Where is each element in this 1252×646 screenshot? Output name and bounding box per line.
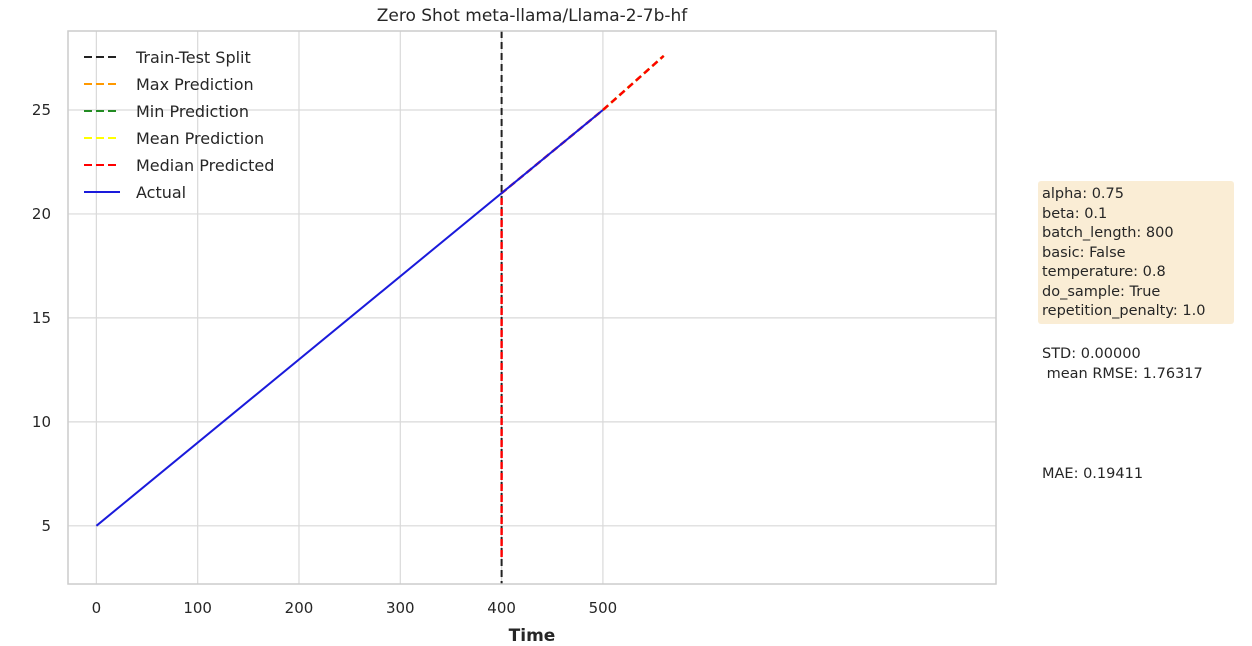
mae-text: MAE: 0.19411	[1042, 466, 1144, 482]
x-tick-label: 100	[183, 599, 212, 617]
series-actual	[95, 109, 604, 527]
y-tick-label: 5	[41, 517, 51, 535]
x-tick-label: 500	[589, 599, 618, 617]
legend-label: Mean Prediction	[136, 129, 264, 148]
plot-frame	[67, 30, 997, 585]
x-tick-label: 0	[92, 599, 102, 617]
x-tick-label: 300	[386, 599, 415, 617]
param-line: beta: 0.1	[1042, 205, 1108, 222]
x-tick-label: 200	[285, 599, 314, 617]
chart-title: Zero Shot meta-llama/Llama-2-7b-hf	[377, 6, 689, 26]
series-lines	[95, 31, 665, 584]
legend-label: Min Prediction	[136, 102, 249, 121]
legend: Train-Test Split Max Prediction Min Predic…	[84, 48, 274, 202]
params-box	[1038, 181, 1234, 324]
x-tick-label: 400	[487, 599, 516, 617]
tick-labels: 0 100 200 300 400 500 5 10 15 20 25	[32, 101, 617, 617]
legend-label: Train-Test Split	[135, 48, 251, 67]
series-median-predicted	[500, 55, 665, 557]
param-line: alpha: 0.75	[1042, 186, 1124, 202]
param-line: basic: False	[1042, 244, 1126, 261]
legend-label: Actual	[136, 183, 186, 202]
y-tick-label: 20	[32, 205, 51, 223]
y-tick-label: 25	[32, 101, 51, 119]
legend-label: Max Prediction	[136, 75, 254, 94]
y-tick-label: 10	[32, 413, 51, 431]
param-line: temperature: 0.8	[1042, 264, 1166, 280]
param-line: do_sample: True	[1042, 283, 1161, 300]
legend-label: Median Predicted	[136, 156, 274, 175]
param-line: batch_length: 800	[1042, 225, 1174, 241]
std-text: STD: 0.00000	[1042, 346, 1141, 362]
params-text: alpha: 0.75 beta: 0.1 batch_length: 800 bas…	[1042, 185, 1205, 322]
y-tick-label: 15	[32, 309, 51, 327]
param-line: repetition_penalty: 1.0	[1042, 303, 1206, 319]
rmse-text: mean RMSE: 1.76317	[1042, 366, 1203, 382]
x-axis-label: Time	[509, 626, 556, 646]
